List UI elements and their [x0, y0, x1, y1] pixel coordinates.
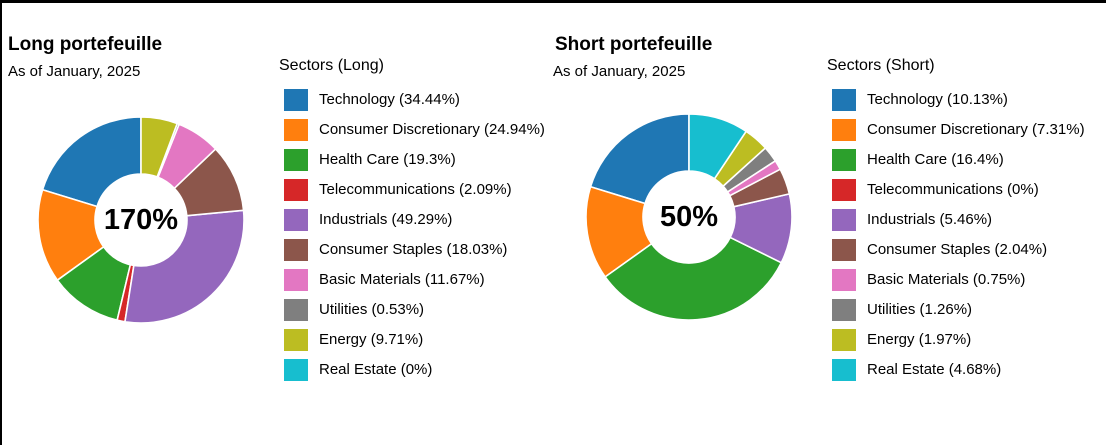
- legend-item-industrials: Industrials (49.29%): [279, 209, 569, 231]
- legend-label: Basic Materials (11.67%): [319, 271, 485, 288]
- legend-item-telecommunications: Telecommunications (0%): [827, 179, 1106, 201]
- legend-swatch-real-estate: [832, 359, 856, 381]
- legend-swatch-health-care: [832, 149, 856, 171]
- legend-label: Consumer Staples (2.04%): [867, 241, 1048, 258]
- legend-swatch-industrials: [284, 209, 308, 231]
- legend-item-basic-materials: Basic Materials (0.75%): [827, 269, 1106, 291]
- short-legend: Sectors (Short) Technology (10.13%) Cons…: [827, 56, 1106, 389]
- short-donut-chart: [585, 113, 793, 321]
- long-donut-chart: [37, 116, 245, 324]
- donut-segment-industrials: [124, 209, 245, 324]
- legend-label: Telecommunications (0%): [867, 181, 1039, 198]
- donut-segment-health-care: [604, 236, 783, 321]
- legend-item-utilities: Utilities (0.53%): [279, 299, 569, 321]
- legend-label: Real Estate (0%): [319, 361, 433, 378]
- legend-swatch-basic-materials: [832, 269, 856, 291]
- legend-label: Industrials (5.46%): [867, 211, 993, 228]
- legend-swatch-health-care: [284, 149, 308, 171]
- legend-label: Consumer Discretionary (7.31%): [867, 121, 1085, 138]
- legend-item-consumer-staples: Consumer Staples (18.03%): [279, 239, 569, 261]
- legend-swatch-utilities: [832, 299, 856, 321]
- legend-label: Real Estate (4.68%): [867, 361, 1002, 378]
- long-legend-title: Sectors (Long): [279, 57, 384, 74]
- short-chart-subtitle: As of January, 2025: [553, 63, 686, 80]
- donut-segment-technology: [41, 116, 142, 208]
- legend-swatch-industrials: [832, 209, 856, 231]
- legend-item-health-care: Health Care (19.3%): [279, 149, 569, 171]
- legend-label: Technology (10.13%): [867, 91, 1008, 108]
- long-legend: Sectors (Long) Technology (34.44%) Consu…: [279, 56, 569, 389]
- legend-item-real-estate: Real Estate (4.68%): [827, 359, 1106, 381]
- legend-item-technology: Technology (34.44%): [279, 89, 569, 111]
- legend-item-consumer-discretionary: Consumer Discretionary (24.94%): [279, 119, 569, 141]
- legend-label: Energy (9.71%): [319, 331, 424, 348]
- donut-segment-energy: [140, 116, 178, 178]
- legend-item-industrials: Industrials (5.46%): [827, 209, 1106, 231]
- legend-swatch-energy: [284, 329, 308, 351]
- donut-segment-real-estate: [688, 113, 747, 180]
- legend-label: Energy (1.97%): [867, 331, 972, 348]
- long-chart-subtitle: As of January, 2025: [8, 63, 141, 80]
- legend-swatch-technology: [832, 89, 856, 111]
- legend-swatch-basic-materials: [284, 269, 308, 291]
- legend-item-health-care: Health Care (16.4%): [827, 149, 1106, 171]
- legend-label: Consumer Discretionary (24.94%): [319, 121, 545, 138]
- legend-item-real-estate: Real Estate (0%): [279, 359, 569, 381]
- donut-segment-technology: [589, 113, 690, 205]
- legend-label: Consumer Staples (18.03%): [319, 241, 508, 258]
- legend-swatch-telecommunications: [832, 179, 856, 201]
- legend-label: Telecommunications (2.09%): [319, 181, 512, 198]
- legend-label: Health Care (19.3%): [319, 151, 456, 168]
- legend-item-technology: Technology (10.13%): [827, 89, 1106, 111]
- legend-label: Basic Materials (0.75%): [867, 271, 1026, 288]
- legend-swatch-consumer-discretionary: [832, 119, 856, 141]
- legend-label: Utilities (0.53%): [319, 301, 425, 318]
- legend-item-consumer-staples: Consumer Staples (2.04%): [827, 239, 1106, 261]
- legend-item-consumer-discretionary: Consumer Discretionary (7.31%): [827, 119, 1106, 141]
- donut-svg: [37, 116, 245, 324]
- legend-swatch-utilities: [284, 299, 308, 321]
- legend-swatch-real-estate: [284, 359, 308, 381]
- legend-swatch-energy: [832, 329, 856, 351]
- legend-swatch-telecommunications: [284, 179, 308, 201]
- legend-item-energy: Energy (1.97%): [827, 329, 1106, 351]
- legend-item-telecommunications: Telecommunications (2.09%): [279, 179, 569, 201]
- legend-label: Technology (34.44%): [319, 91, 460, 108]
- legend-swatch-consumer-discretionary: [284, 119, 308, 141]
- legend-label: Utilities (1.26%): [867, 301, 973, 318]
- legend-swatch-consumer-staples: [832, 239, 856, 261]
- legend-swatch-technology: [284, 89, 308, 111]
- donut-svg: [585, 113, 793, 321]
- legend-label: Industrials (49.29%): [319, 211, 453, 228]
- legend-label: Health Care (16.4%): [867, 151, 1004, 168]
- short-chart-title: Short portefeuille: [555, 34, 713, 55]
- short-legend-title: Sectors (Short): [827, 57, 935, 74]
- long-chart-title: Long portefeuille: [8, 34, 163, 55]
- legend-item-utilities: Utilities (1.26%): [827, 299, 1106, 321]
- legend-swatch-consumer-staples: [284, 239, 308, 261]
- legend-item-energy: Energy (9.71%): [279, 329, 569, 351]
- legend-item-basic-materials: Basic Materials (11.67%): [279, 269, 569, 291]
